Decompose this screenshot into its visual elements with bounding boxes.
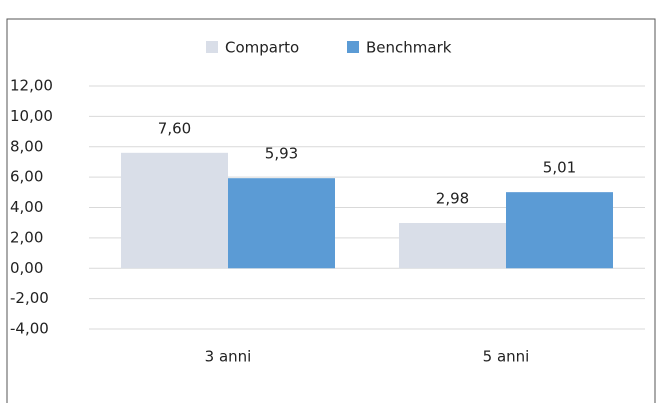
bar: [506, 192, 613, 269]
y-tick-label: 2,00: [10, 228, 43, 246]
y-tick-label: 8,00: [10, 137, 43, 155]
data-label: 7,60: [158, 119, 191, 137]
y-tick-label: 12,00: [10, 77, 53, 95]
legend-swatch: [206, 41, 218, 53]
y-tick-label: 6,00: [10, 168, 43, 186]
x-tick-label: 3 anni: [205, 348, 252, 366]
legend-label: Benchmark: [366, 39, 452, 57]
legend-label: Comparto: [225, 39, 299, 57]
y-tick-label: -4,00: [10, 320, 49, 338]
data-label: 2,98: [436, 189, 469, 207]
y-tick-label: 4,00: [10, 198, 43, 216]
legend-swatch: [347, 41, 359, 53]
data-label: 5,93: [265, 145, 298, 163]
y-tick-label: -2,00: [10, 289, 49, 307]
data-label: 5,01: [543, 159, 576, 177]
bar: [228, 178, 335, 269]
y-tick-label: 10,00: [10, 107, 53, 125]
bar: [399, 222, 506, 269]
y-tick-label: 0,00: [10, 259, 43, 277]
bar: [121, 152, 228, 269]
x-tick-label: 5 anni: [483, 348, 530, 366]
